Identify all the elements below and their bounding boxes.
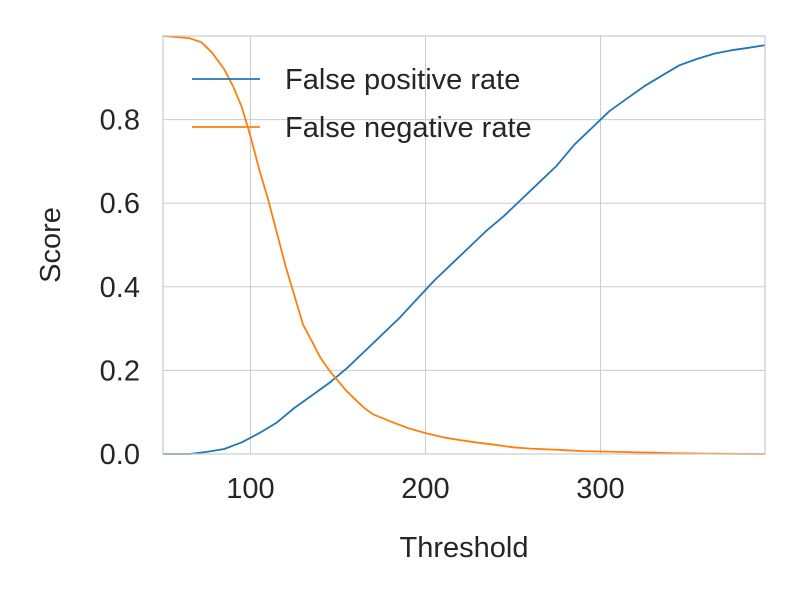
legend-label: False negative rate (285, 112, 532, 144)
y-axis-label: Score (35, 207, 67, 283)
legend-label: False positive rate (285, 64, 520, 96)
y-tick-label: 0.2 (100, 355, 140, 387)
y-tick-label: 0.0 (100, 439, 140, 471)
plot-frame (162, 35, 766, 455)
y-tick-label: 0.8 (100, 105, 140, 137)
y-tick-label: 0.4 (100, 272, 140, 304)
x-tick-label: 200 (401, 473, 449, 505)
series-line-2 (162, 35, 766, 455)
x-tick-label: 100 (226, 473, 274, 505)
series-line-1 (163, 44, 766, 455)
grid (163, 36, 765, 455)
x-axis-label: Threshold (400, 532, 529, 564)
y-tick-label: 0.6 (100, 188, 140, 220)
legend: False positive rate False negative rate (192, 64, 532, 144)
x-tick-label: 300 (576, 473, 624, 505)
series-layer (162, 35, 766, 455)
tick-labels: 100 200 300 0.0 0.2 0.4 0.6 0.8 (100, 105, 625, 505)
